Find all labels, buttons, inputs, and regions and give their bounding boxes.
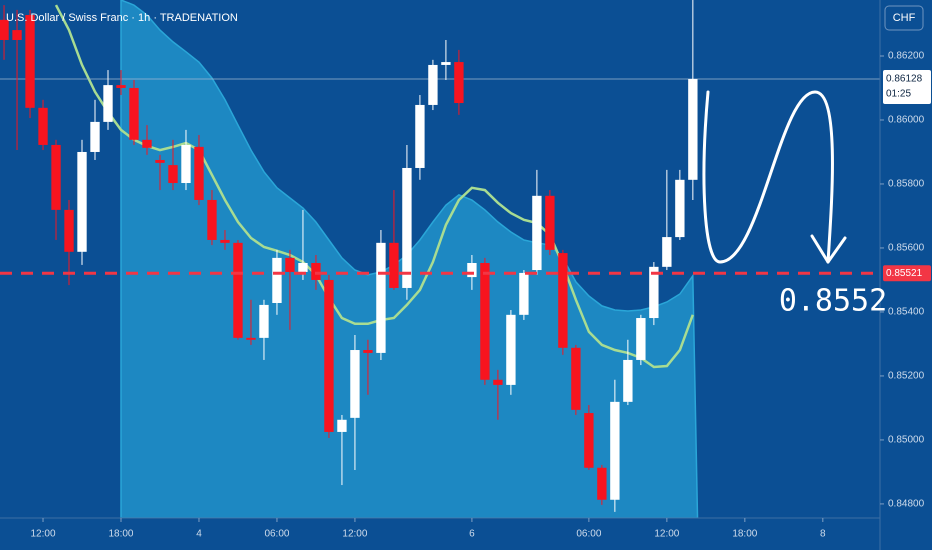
candle-body xyxy=(688,79,698,180)
candle-body xyxy=(597,467,607,500)
candle-body xyxy=(428,64,438,105)
candle-body xyxy=(376,242,386,353)
last-price-box xyxy=(883,70,931,105)
candle-body xyxy=(610,401,620,500)
candle-body xyxy=(12,30,22,40)
candle-body xyxy=(311,262,321,280)
candle-body xyxy=(558,253,568,348)
candle-body xyxy=(38,107,48,145)
candle-body xyxy=(350,350,360,418)
candle-body xyxy=(129,87,139,140)
candle-body xyxy=(77,151,87,252)
candle-body xyxy=(402,167,412,288)
candle-body xyxy=(285,257,295,272)
candle-body xyxy=(571,347,581,410)
y-tick-label: 0.85000 xyxy=(888,435,925,446)
x-tick-label: 6 xyxy=(469,529,475,540)
candle-body xyxy=(623,359,633,402)
level-price-label: 0.85521 xyxy=(886,268,923,279)
candle-body xyxy=(220,239,230,243)
candle-body xyxy=(181,144,191,184)
candle-body xyxy=(675,179,685,238)
candle-body xyxy=(532,195,542,271)
y-tick-label: 0.85400 xyxy=(888,307,925,318)
candle-body xyxy=(64,209,74,252)
candle-body xyxy=(441,62,451,65)
candle-body xyxy=(415,104,425,168)
candle-body xyxy=(519,272,529,315)
x-tick-label: 12:00 xyxy=(654,529,679,540)
symbol-title: U.S. Dollar / Swiss Franc · 1h · TRADENA… xyxy=(6,12,238,24)
x-tick-label: 18:00 xyxy=(732,529,757,540)
candle-body xyxy=(324,279,334,432)
x-tick-label: 06:00 xyxy=(264,529,289,540)
candle-body xyxy=(103,85,113,122)
level-price-box xyxy=(883,265,931,282)
candle-body xyxy=(116,85,126,88)
candle-body xyxy=(0,19,9,40)
candle-body xyxy=(207,199,217,240)
candle-body xyxy=(649,266,659,319)
plot-area xyxy=(0,0,880,518)
candle-body xyxy=(246,337,256,340)
candle-body xyxy=(233,242,243,338)
y-tick-label: 0.84800 xyxy=(888,499,925,510)
candle-body xyxy=(545,195,555,250)
y-tick-label: 0.85600 xyxy=(888,243,925,254)
candle-body xyxy=(259,304,269,338)
candle-body xyxy=(272,257,282,303)
candle-body xyxy=(142,139,152,148)
candle-body xyxy=(168,165,178,184)
y-tick-label: 0.85200 xyxy=(888,371,925,382)
candle-body xyxy=(337,419,347,432)
annotation: 0.8552 xyxy=(779,284,887,319)
candle-body xyxy=(194,146,204,200)
x-tick-label: 4 xyxy=(196,529,202,540)
currency-label[interactable]: CHF xyxy=(893,12,916,24)
last-price-label: 0.86128 xyxy=(886,74,923,85)
x-tick-label: 12:00 xyxy=(342,529,367,540)
y-tick-label: 0.85800 xyxy=(888,179,925,190)
moving-average xyxy=(54,4,694,369)
candle-body xyxy=(662,237,672,267)
countdown-label: 01:25 xyxy=(886,89,911,100)
candle-body xyxy=(454,62,464,104)
candle-body xyxy=(493,379,503,385)
x-tick-label: 18:00 xyxy=(108,529,133,540)
candle-body xyxy=(389,242,399,288)
candle-body xyxy=(90,121,100,152)
currency-button[interactable] xyxy=(884,5,924,31)
drawn-arrow xyxy=(702,90,834,264)
arrow-head xyxy=(810,234,847,264)
x-tick-label: 8 xyxy=(820,529,826,540)
candle-body xyxy=(51,144,61,210)
candle-body xyxy=(506,314,516,385)
y-tick-label: 0.86200 xyxy=(888,51,925,62)
x-tick-label: 12:00 xyxy=(31,529,56,540)
candle-body xyxy=(480,262,490,380)
candle-body xyxy=(155,159,165,163)
x-tick-label: 06:00 xyxy=(576,529,601,540)
drawings: 0.8552 U.S. Dollar / Swiss Franc · 1h · … xyxy=(6,5,924,319)
candle-body xyxy=(25,15,35,108)
y-tick-label: 0.86000 xyxy=(888,115,925,126)
candle-body xyxy=(467,262,477,278)
candle-body xyxy=(363,350,373,353)
candle-body xyxy=(636,318,646,360)
candle-body xyxy=(298,262,308,272)
candle-body xyxy=(584,413,594,468)
